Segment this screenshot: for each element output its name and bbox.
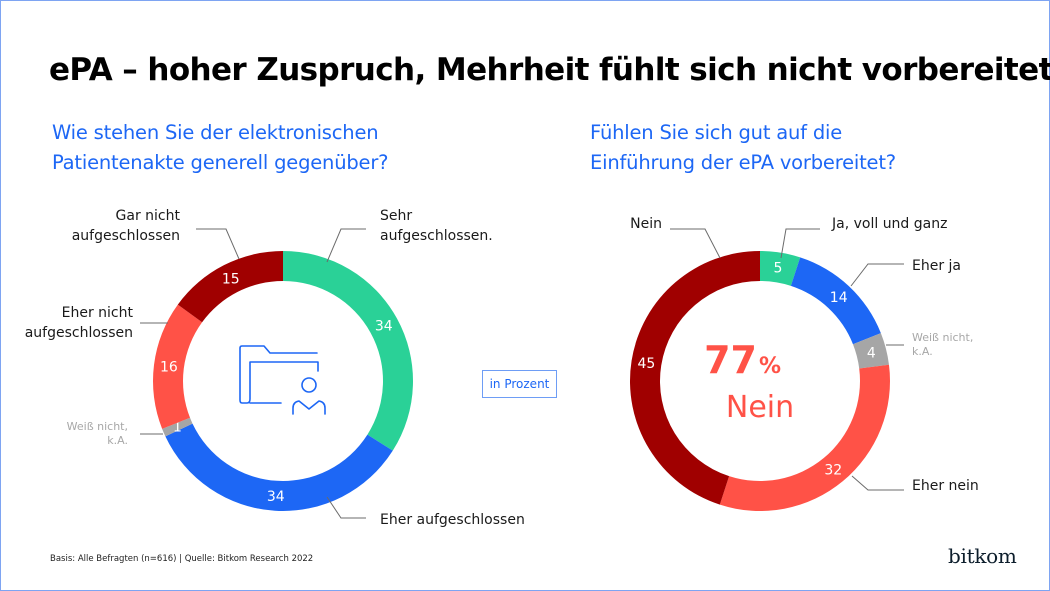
slice-value-label: 34 bbox=[375, 319, 393, 335]
unit-label: in Prozent bbox=[482, 370, 557, 398]
donut-slice-eher-nicht-aufgeschlossen bbox=[152, 304, 203, 429]
donut-slice-nein bbox=[629, 251, 760, 505]
slice-category-label: Weiß nicht, k.A. bbox=[67, 420, 128, 447]
slice-category-label: Eher nicht aufgeschlossen bbox=[25, 305, 134, 341]
leader-line bbox=[780, 228, 820, 259]
slice-category-label: Eher ja bbox=[912, 258, 961, 274]
slice-value-label: 45 bbox=[638, 356, 656, 372]
donut-slice-eher-nein bbox=[719, 364, 890, 511]
leader-line bbox=[326, 228, 366, 263]
slice-value-label: 5 bbox=[774, 260, 783, 276]
page-title: ePA – hoher Zuspruch, Mehrheit fühlt sic… bbox=[49, 52, 1050, 88]
slice-value-label: 34 bbox=[267, 489, 285, 505]
bitkom-logo: bitkom bbox=[948, 544, 1017, 568]
slice-category-label: Eher nein bbox=[912, 478, 979, 494]
slice-value-label: 32 bbox=[824, 463, 842, 479]
donut-slice-gar-nicht-aufgeschlossen bbox=[177, 251, 283, 323]
donut-slice-eher-ja bbox=[790, 257, 881, 345]
left-question-line-2: Patientenakte generell gegenüber? bbox=[52, 151, 389, 174]
right-question-line-2: Einführung der ePA vorbereitet? bbox=[590, 151, 896, 174]
leader-line bbox=[326, 496, 366, 519]
slice-category-label: Gar nicht aufgeschlossen bbox=[72, 208, 181, 244]
slice-category-label: Weiß nicht, k.A. bbox=[912, 331, 973, 358]
highlight-suffix: % bbox=[759, 354, 781, 379]
slice-category-label: Ja, voll und ganz bbox=[831, 216, 947, 232]
slice-value-label: 4 bbox=[867, 345, 876, 361]
highlight-label: Nein bbox=[726, 390, 794, 425]
right-donut-chart: 5 Ja, voll und ganz 14 Eher ja 4 Weiß nicht, k… bbox=[629, 216, 979, 511]
donut-slice-ja-voll-und-ganz bbox=[760, 251, 801, 286]
left-question-line-1: Wie stehen Sie der elektronischen bbox=[52, 121, 379, 144]
leader-line bbox=[851, 475, 904, 491]
source-footer: Basis: Alle Befragten (n=616) | Quelle: … bbox=[50, 554, 314, 564]
slice-value-label: 16 bbox=[160, 360, 178, 376]
left-donut-chart: 34 Sehr aufgeschlossen. 34 Eher aufgeschloss… bbox=[25, 208, 525, 528]
leader-line bbox=[670, 228, 721, 259]
slice-category-label: Eher aufgeschlossen bbox=[380, 512, 525, 528]
slice-category-label: Nein bbox=[630, 216, 662, 232]
donut-slice-eher-aufgeschlossen bbox=[165, 423, 393, 511]
folder-person-icon bbox=[239, 345, 326, 415]
slice-value-label: 15 bbox=[222, 272, 240, 288]
highlight-value: 77 bbox=[704, 338, 757, 382]
leader-line bbox=[196, 228, 240, 260]
donut-slice-weiß-nicht-k-a bbox=[162, 417, 193, 437]
slice-value-label: 1 bbox=[173, 420, 182, 436]
right-chart-question: Fühlen Sie sich gut auf die Einführung d… bbox=[590, 118, 896, 178]
leader-line bbox=[850, 263, 904, 287]
right-question-line-1: Fühlen Sie sich gut auf die bbox=[590, 121, 843, 144]
slice-value-label: 14 bbox=[830, 290, 848, 306]
donut-slice-weiß-nicht-k-a bbox=[852, 333, 889, 369]
slice-category-label: Sehr aufgeschlossen. bbox=[380, 208, 493, 244]
left-chart-question: Wie stehen Sie der elektronischen Patien… bbox=[52, 118, 389, 178]
donut-slice-sehr-aufgeschlossen bbox=[283, 251, 413, 451]
